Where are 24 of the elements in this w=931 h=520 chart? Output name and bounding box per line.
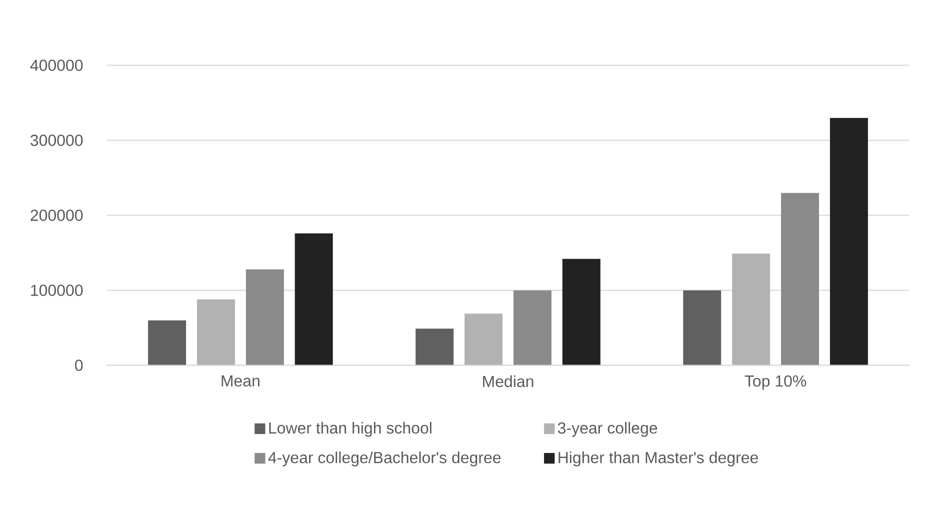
y-tick-label: 300000: [30, 134, 83, 146]
bar: [830, 118, 868, 366]
bar: [246, 269, 284, 366]
legend-label: Higher than Master's degree: [558, 452, 758, 466]
y-tick-label: 100000: [31, 284, 83, 296]
x-tick-label: Top 10%: [744, 375, 806, 390]
bar: [464, 314, 503, 366]
x-tick-label: Median: [483, 375, 534, 388]
bar: [148, 320, 186, 366]
bar: [196, 299, 235, 366]
bar: [683, 290, 722, 366]
bar: [294, 233, 333, 366]
bar: [781, 192, 820, 366]
y-tick-label: 200000: [30, 210, 83, 221]
bar: [732, 254, 770, 366]
y-tick-label: 0: [75, 360, 83, 371]
bar: [513, 290, 552, 366]
bar: [416, 328, 454, 366]
legend-label: 4-year college/Bachelor's degree: [268, 452, 501, 466]
legend-label: 3-year college: [558, 422, 658, 437]
y-tick-label: 400000: [30, 60, 83, 71]
legend-label: Lower than high school: [269, 422, 432, 437]
x-tick-label: Mean: [222, 375, 260, 387]
bar: [562, 258, 600, 366]
